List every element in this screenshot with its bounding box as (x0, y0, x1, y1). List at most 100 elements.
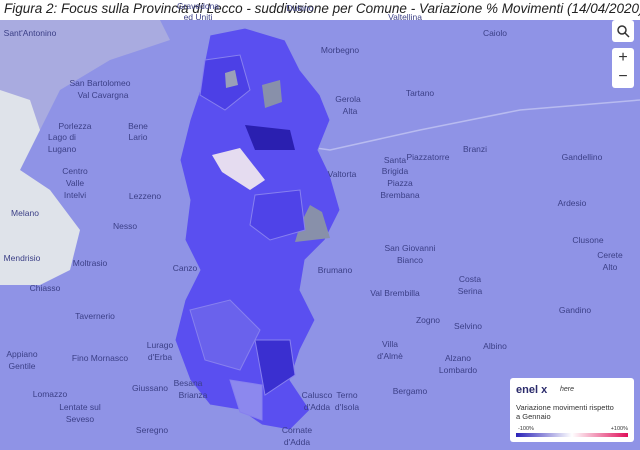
place-label: San Bartolomeo (70, 78, 131, 88)
place-label: d'Adda (304, 402, 330, 412)
municipality (295, 205, 330, 242)
place-label: Val Brembilla (370, 288, 420, 298)
place-label: Bergamo (393, 386, 428, 396)
legend: enel x here Variazione movimenti rispett… (510, 378, 634, 442)
place-label: Chiasso (30, 283, 61, 293)
legend-title: a Gennaio (516, 412, 551, 421)
place-label: Costa (459, 274, 481, 284)
place-label: Albino (483, 341, 507, 351)
place-label: Porlezza (58, 121, 91, 131)
place-label: Lugano (48, 144, 77, 154)
place-label: Alto (603, 262, 618, 272)
zoom-out[interactable]: − (618, 68, 627, 85)
place-label: Valtellina (388, 12, 422, 22)
place-label: ed Uniti (184, 12, 213, 22)
place-label: Santa (384, 155, 406, 165)
place-label: Fino Mornasco (72, 353, 128, 363)
municipality (189, 299, 261, 371)
place-label: Gerola (335, 94, 361, 104)
place-label: d'Isola (335, 402, 360, 412)
place-label: Centro (62, 166, 88, 176)
place-label: Sant'Antonino (4, 28, 57, 38)
municipality (229, 379, 263, 421)
zoom-in[interactable]: + (618, 49, 627, 66)
place-label: d'Adda (284, 437, 310, 447)
legend-min: -100% (518, 426, 534, 432)
zoom-control (612, 48, 634, 88)
place-label: Zogno (416, 315, 440, 325)
place-label: Gentile (9, 361, 36, 371)
legend-title: Variazione movimenti rispetto (516, 403, 614, 412)
municipality (225, 70, 238, 88)
place-label: Lezzeno (129, 191, 161, 201)
place-label: Piazzatorre (407, 152, 450, 162)
municipality (199, 54, 251, 111)
place-label: Lentate sul (59, 402, 101, 412)
brand: enel x (516, 384, 548, 396)
municipality (249, 189, 306, 241)
place-label: Lomazzo (33, 389, 68, 399)
place-label: Nesso (113, 221, 137, 231)
place-label: Lario (129, 132, 148, 142)
place-label: Tartano (406, 88, 435, 98)
place-label: Clusone (572, 235, 603, 245)
legend-box (510, 378, 634, 442)
place-label: Calusco (302, 390, 333, 400)
place-label: Valle (66, 178, 85, 188)
municipality (262, 80, 282, 108)
place-label: Appiano (6, 349, 37, 359)
place-label: Serina (458, 286, 483, 296)
place-label: Brianza (179, 390, 208, 400)
place-label: d'Almè (377, 351, 403, 361)
place-label: Selvino (454, 321, 482, 331)
place-label: Moltrasio (73, 258, 108, 268)
search-icon (624, 32, 630, 38)
municipality (254, 339, 296, 396)
place-label: Valtorta (328, 169, 357, 179)
place-label: Giussano (132, 383, 168, 393)
municipality (245, 125, 295, 150)
place-label: d'Erba (148, 352, 173, 362)
place-label: Lago di (48, 132, 76, 142)
place-label: Lurago (147, 340, 174, 350)
place-label: Brembana (380, 190, 419, 200)
place-label: San Giovanni (384, 243, 435, 253)
legend-gradient (516, 433, 628, 437)
region-ticino (0, 90, 80, 285)
place-label: Cerete (597, 250, 623, 260)
municipality (212, 148, 265, 190)
place-label: Besana (174, 378, 203, 388)
figure-title: Figura 2: Focus sulla Provincia di Lecco… (4, 1, 640, 16)
place-label: Gandino (559, 305, 591, 315)
place-label: Tavernerio (75, 311, 115, 321)
place-label: Seveso (66, 414, 95, 424)
place-label: Cornate (282, 425, 313, 435)
place-label: Brumano (318, 265, 353, 275)
place-label: Morbegno (321, 45, 360, 55)
place-label: Branzi (463, 144, 487, 154)
place-label: Piazza (387, 178, 413, 188)
place-label: Val Cavargna (78, 90, 129, 100)
place-label: Ardesio (558, 198, 587, 208)
partner: here (560, 386, 574, 393)
place-label: Bene (128, 121, 148, 131)
search-button[interactable] (612, 20, 634, 42)
legend-max: +100% (611, 426, 628, 432)
place-label: Alzano (445, 353, 471, 363)
place-label: Alta (343, 106, 358, 116)
place-label: Caiolo (483, 28, 507, 38)
place-label: Gandellino (562, 152, 603, 162)
place-label: Intelvi (64, 190, 86, 200)
place-label: Mendrisio (4, 253, 41, 263)
place-label: Melano (11, 208, 39, 218)
place-label: Canzo (173, 263, 198, 273)
place-label: Bianco (397, 255, 423, 265)
place-label: Brigida (382, 166, 409, 176)
place-label: Lombardo (439, 365, 478, 375)
map-controls: + − (612, 20, 634, 88)
place-label: Dubino (287, 3, 314, 13)
place-label: Gravedona (177, 1, 219, 11)
